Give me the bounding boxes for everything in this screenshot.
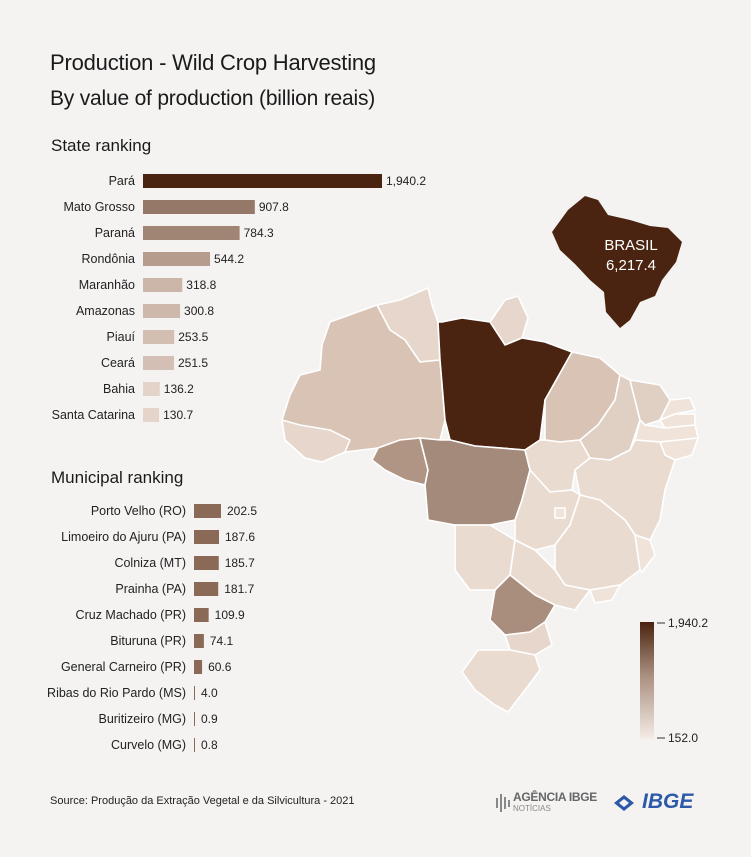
state-bar	[143, 252, 211, 266]
chart-title: Production - Wild Crop Harvesting	[50, 50, 376, 75]
municipal-value-label: 4.0	[201, 686, 218, 700]
state-category-label: Bahia	[103, 382, 135, 396]
municipal-value-label: 60.6	[208, 660, 232, 674]
legend-min-label: 152.0	[668, 731, 698, 745]
agencia-logo-text: AGÊNCIA IBGE	[513, 790, 597, 804]
municipal-category-label: Ribas do Rio Pardo (MS)	[47, 686, 186, 700]
agencia-ibge-logo: AGÊNCIA IBGE NOTÍCIAS	[495, 790, 597, 820]
municipal-ranking-heading: Municipal ranking	[51, 468, 184, 487]
municipal-category-label: Buritizeiro (MG)	[98, 712, 186, 726]
map-state-espirito-santo	[634, 534, 656, 573]
state-value-label: 300.8	[184, 304, 214, 318]
municipal-bar	[194, 738, 195, 752]
municipal-value-label: 185.7	[225, 556, 255, 570]
state-category-label: Paraná	[95, 226, 135, 240]
agencia-logo-subtext: NOTÍCIAS	[513, 804, 551, 813]
municipal-bar	[194, 556, 219, 570]
legend-max-label: 1,940.2	[668, 616, 708, 630]
map-state-pb	[659, 413, 696, 429]
ibge-logo-text: IBGE	[642, 790, 694, 813]
map-state-df	[554, 507, 566, 519]
municipal-category-label: Curvelo (MG)	[111, 738, 186, 752]
brasil-value: 6,217.4	[606, 257, 656, 274]
state-value-label: 907.8	[259, 200, 289, 214]
municipal-bar	[194, 504, 221, 518]
state-value-label: 784.3	[244, 226, 274, 240]
state-bar	[143, 382, 160, 396]
state-bar	[143, 278, 183, 292]
map-state-rio-de-janeiro	[589, 584, 621, 604]
state-category-label: Pará	[109, 174, 135, 188]
state-category-label: Santa Catarina	[52, 408, 135, 422]
municipal-category-label: Limoeiro do Ajuru (PA)	[61, 530, 186, 544]
state-value-label: 318.8	[186, 278, 216, 292]
state-bar	[143, 226, 240, 240]
state-category-label: Rondônia	[81, 252, 135, 266]
chart-subtitle: By value of production (billion reais)	[50, 87, 376, 110]
legend-gradient-bar	[640, 622, 654, 739]
municipal-value-label: 109.9	[215, 608, 245, 622]
municipal-category-label: Prainha (PA)	[115, 582, 186, 596]
municipal-value-label: 202.5	[227, 504, 257, 518]
municipal-category-label: Bituruna (PR)	[110, 634, 186, 648]
municipal-value-label: 0.9	[201, 712, 218, 726]
source-note: Source: Produção da Extração Vegetal e d…	[50, 795, 355, 807]
municipal-value-label: 74.1	[210, 634, 234, 648]
municipal-value-label: 0.8	[201, 738, 218, 752]
map-state-acre	[281, 419, 351, 463]
municipal-bar	[194, 660, 203, 674]
state-category-label: Mato Grosso	[63, 200, 135, 214]
state-category-label: Piauí	[107, 330, 136, 344]
state-bar	[143, 174, 382, 188]
state-category-label: Ceará	[101, 356, 135, 370]
map-state-rn	[659, 397, 696, 421]
map-state-rio-grande-do-sul	[461, 649, 541, 713]
state-value-label: 544.2	[214, 252, 244, 266]
state-bar	[143, 356, 174, 370]
state-value-label: 253.5	[178, 330, 208, 344]
state-value-label: 130.7	[163, 408, 193, 422]
municipal-value-label: 187.6	[225, 530, 255, 544]
state-bar	[143, 200, 255, 214]
brasil-total-shape	[552, 196, 682, 328]
municipal-bar	[194, 608, 209, 622]
state-value-label: 136.2	[164, 382, 194, 396]
state-bar	[143, 408, 160, 422]
municipal-value-label: 181.7	[224, 582, 254, 596]
municipal-category-label: Cruz Machado (PR)	[76, 608, 186, 622]
municipal-bar	[194, 686, 195, 700]
municipal-bar	[194, 712, 195, 726]
state-bar	[143, 330, 175, 344]
ibge-logo-icon	[614, 795, 634, 811]
state-category-label: Maranhão	[79, 278, 135, 292]
state-value-label: 251.5	[178, 356, 208, 370]
agencia-logo-icon	[496, 794, 510, 812]
state-category-label: Amazonas	[76, 304, 135, 318]
ibge-logo: IBGE	[610, 790, 705, 818]
municipal-category-label: General Carneiro (PR)	[61, 660, 186, 674]
municipal-category-label: Colniza (MT)	[114, 556, 186, 570]
municipal-bar	[194, 634, 204, 648]
state-value-label: 1,940.2	[386, 174, 426, 188]
municipal-bar	[194, 582, 219, 596]
brasil-label: BRASIL	[604, 237, 657, 254]
municipal-category-label: Porto Velho (RO)	[91, 504, 186, 518]
state-bar	[143, 304, 181, 318]
municipal-bar	[194, 530, 220, 544]
state-ranking-heading: State ranking	[51, 136, 152, 155]
